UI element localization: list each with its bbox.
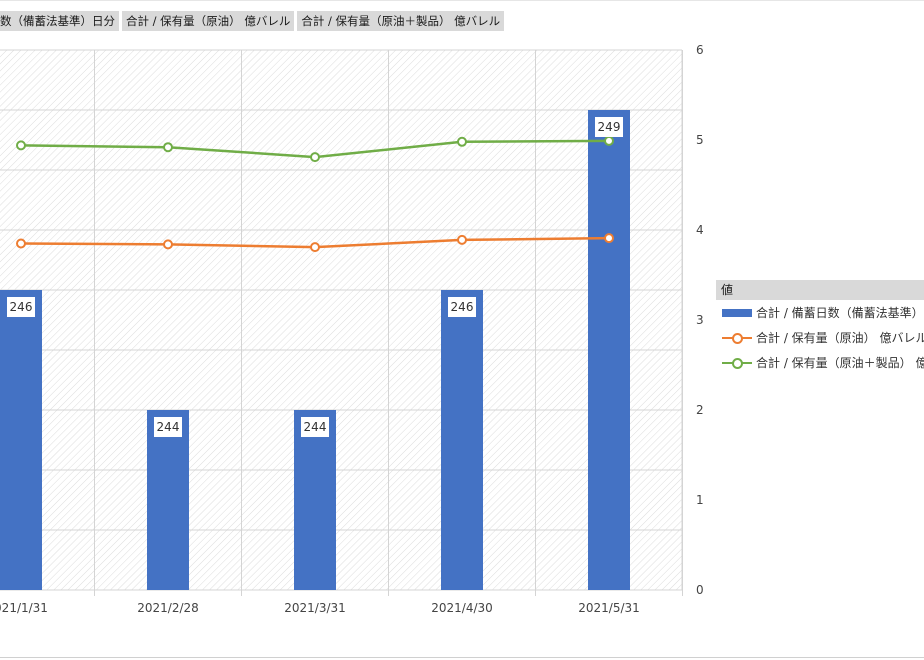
y-tick-label: 5 [696, 133, 704, 147]
legend-item-crude-volume[interactable]: 合計 / 保有量（原油） 億バレル [720, 325, 924, 350]
legend-title[interactable]: 値 [716, 280, 924, 300]
line-marker [457, 234, 467, 245]
line-marker-swatch-icon [720, 357, 754, 369]
data-label-box [7, 297, 35, 317]
data-label-box [595, 117, 623, 137]
right-axis-ticks: 0 1 2 3 4 5 6 [696, 43, 704, 597]
legend-label: 合計 / 保有量（原油＋製品） 億バレル [756, 356, 924, 370]
legend: 値 合計 / 備蓄日数（備蓄法基準）日分 合計 / 保有量（原油） 億バレル 合… [716, 280, 924, 375]
line-marker [604, 135, 614, 146]
x-axis-ticks: 021/1/31 2021/2/28 2021/3/31 2021/4/30 2021/… [0, 601, 640, 615]
line-marker [310, 152, 320, 163]
legend-label: 合計 / 保有量（原油） 億バレル [756, 331, 924, 345]
field-button-stock-days[interactable]: 数（備蓄法基準）日分 [0, 11, 119, 31]
line-series [16, 135, 614, 253]
data-labels: 246 244 244 246 249 [7, 117, 623, 437]
line-marker [310, 242, 320, 253]
x-tick-label: 2021/4/30 [431, 601, 493, 615]
y-tick-label: 4 [696, 223, 704, 237]
pivot-field-buttons: 数（備蓄法基準）日分 合計 / 保有量（原油） 億バレル 合計 / 保有量（原油… [0, 11, 505, 31]
line-marker [16, 140, 26, 151]
gridlines [0, 49, 683, 596]
bar [441, 290, 483, 590]
line-marker [16, 238, 26, 249]
legend-label: 合計 / 備蓄日数（備蓄法基準）日分 [756, 306, 924, 320]
bottom-border [0, 657, 924, 658]
line-marker-swatch-icon [720, 332, 754, 344]
x-tick-label: 021/1/31 [0, 601, 48, 615]
data-label-box [301, 417, 329, 437]
bar [294, 410, 336, 590]
y-tick-label: 6 [696, 43, 704, 57]
line-marker [163, 239, 173, 250]
field-button-crude-volume[interactable]: 合計 / 保有量（原油） 億バレル [122, 11, 295, 31]
legend-item-total-volume[interactable]: 合計 / 保有量（原油＋製品） 億バレル [720, 350, 924, 375]
y-tick-label: 1 [696, 493, 704, 507]
field-button-total-volume[interactable]: 合計 / 保有量（原油＋製品） 億バレル [297, 11, 505, 31]
top-border [0, 0, 924, 1]
y-tick-label: 3 [696, 313, 704, 327]
bar [0, 290, 42, 590]
plot-area-background [0, 50, 682, 590]
x-tick-label: 2021/5/31 [578, 601, 640, 615]
data-label: 246 [451, 300, 474, 314]
x-tick-label: 2021/2/28 [137, 601, 199, 615]
data-label: 249 [598, 120, 621, 134]
data-label-box [154, 417, 182, 437]
bar-series [0, 110, 630, 590]
y-tick-label: 0 [696, 583, 704, 597]
data-label-box [448, 297, 476, 317]
data-label: 244 [157, 420, 180, 434]
line-marker [457, 136, 467, 147]
y-tick-label: 2 [696, 403, 704, 417]
legend-item-stock-days[interactable]: 合計 / 備蓄日数（備蓄法基準）日分 [720, 300, 924, 325]
line-marker [163, 142, 173, 153]
bar [588, 110, 630, 590]
bar-swatch-icon [720, 307, 754, 319]
data-label: 246 [10, 300, 33, 314]
bar [147, 410, 189, 590]
data-label: 244 [304, 420, 327, 434]
line-marker [604, 233, 614, 244]
x-tick-label: 2021/3/31 [284, 601, 346, 615]
